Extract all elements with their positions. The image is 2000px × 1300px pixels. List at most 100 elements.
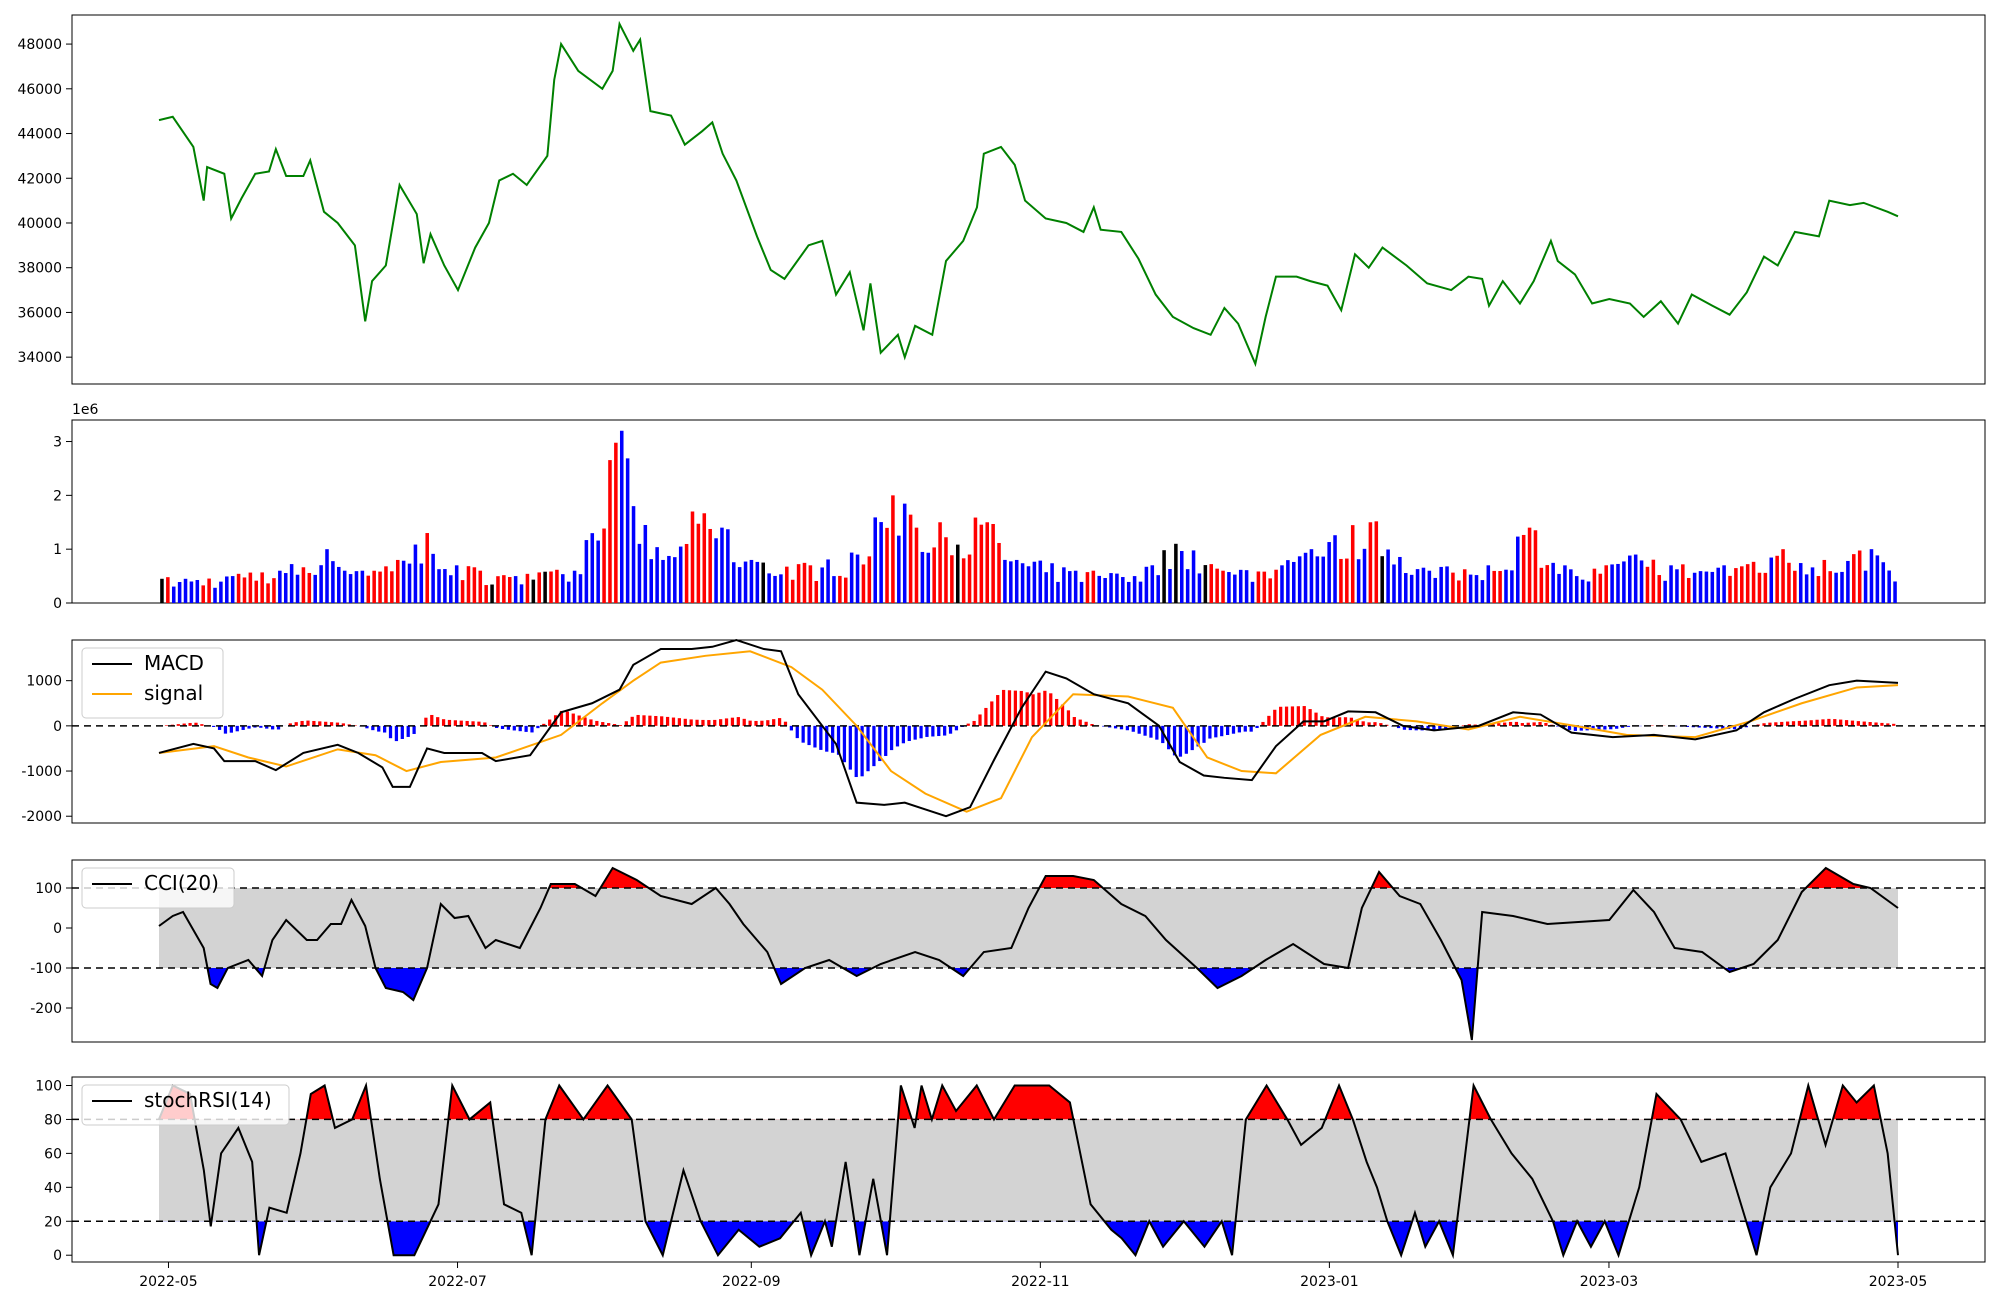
macd-histogram-bar [777, 718, 782, 726]
macd-histogram-bar [677, 718, 681, 726]
volume-bar [1309, 549, 1314, 603]
macd-y-tick-label: -2000 [21, 809, 62, 825]
macd-histogram-bar [1119, 725, 1124, 730]
cci-y-ticks: -200 -100 0 100 [30, 881, 72, 1017]
macd-histogram-bar [742, 718, 746, 726]
volume-bar [1374, 521, 1379, 603]
volume-bar [1781, 549, 1785, 603]
signal-line [158, 650, 1899, 813]
macd-histogram-bar [1284, 706, 1289, 726]
macd-histogram-bar [536, 725, 540, 729]
macd-histogram-bar [1196, 725, 1200, 747]
volume-bar [177, 582, 182, 603]
volume-bar [1622, 561, 1626, 603]
volume-bar [1498, 571, 1502, 603]
macd-histogram-bar [1249, 725, 1253, 732]
volume-bar [1085, 572, 1090, 603]
macd-histogram-bar [1084, 721, 1088, 726]
macd-histogram-bar [1072, 717, 1076, 726]
macd-histogram-bar [524, 725, 528, 732]
volume-bar [926, 552, 931, 603]
macd-histogram-bar [730, 717, 735, 726]
macd-histogram-bar [1402, 725, 1407, 730]
volume-bar [1238, 569, 1243, 603]
stochrsi-overbought-fill [159, 1085, 1898, 1120]
macd-histogram-bar [1326, 717, 1330, 726]
x-tick-label: 2022-07 [428, 1274, 487, 1290]
volume-bar [631, 506, 636, 603]
volume-bar [1179, 551, 1184, 603]
volume-bar [183, 578, 188, 603]
volume-bar [690, 511, 695, 603]
volume-bar [1834, 572, 1838, 603]
volume-bar [513, 576, 518, 603]
volume-bar [413, 544, 418, 603]
macd-histogram-bar [1302, 706, 1306, 726]
volume-bar [549, 571, 553, 603]
volume-bar [242, 577, 247, 603]
macd-histogram-bar [1013, 690, 1018, 726]
volume-bar [1274, 569, 1278, 603]
volume-bar [838, 575, 842, 603]
volume-bar [1126, 581, 1131, 603]
volume-bar [1563, 565, 1567, 603]
volume-bar [655, 547, 659, 603]
volume-bar [307, 572, 312, 603]
legend-box [81, 647, 224, 719]
macd-histogram-bar [1149, 725, 1153, 738]
macd-histogram-bar [1461, 725, 1466, 726]
macd-histogram-bar [1886, 723, 1890, 726]
cci-panel: -200 -100 0 100 CCI(20) [30, 859, 1986, 1043]
macd-histogram-bar [253, 725, 257, 728]
volume-bar [1292, 561, 1296, 603]
volume-bar [301, 567, 306, 603]
macd-histogram-bar [1432, 725, 1436, 731]
volume-bar [1745, 564, 1750, 603]
macd-histogram-bar [754, 720, 758, 726]
macd-histogram-bar [1373, 722, 1377, 726]
volume-bar [1492, 570, 1496, 603]
volume-bar [384, 566, 388, 603]
volume-bar [1003, 559, 1007, 603]
macd-histogram-bar [836, 725, 841, 755]
macd-y-tick-label: 0 [53, 719, 62, 735]
volume-bar [1038, 560, 1043, 603]
macd-histogram-bar [447, 719, 452, 726]
macd-histogram-bar [1573, 725, 1578, 731]
macd-histogram-bar [465, 720, 469, 726]
volume-bar [955, 544, 960, 603]
macd-y-tick-label: 1000 [26, 674, 62, 690]
volume-bar [254, 580, 259, 603]
macd-histogram-bar [1444, 725, 1448, 729]
volume-bar [767, 573, 771, 603]
macd-histogram-bar [341, 723, 345, 726]
cci-y-tick-label: -100 [30, 961, 62, 977]
macd-histogram-bar [182, 723, 186, 726]
legend-label: CCI(20) [144, 871, 219, 895]
volume-bar [944, 537, 948, 603]
macd-histogram-bar [1396, 725, 1401, 729]
macd-histogram-bar [1809, 720, 1813, 726]
macd-histogram-bar [518, 725, 522, 732]
volume-bar [566, 581, 571, 603]
macd-histogram-bar [665, 716, 670, 726]
price-y-tick-label: 36000 [17, 305, 62, 321]
volume-bar [1462, 569, 1467, 603]
volume-bar [1056, 581, 1060, 603]
macd-histogram-bar [1697, 725, 1701, 728]
volume-bar [283, 573, 288, 603]
volume-bar [1103, 577, 1107, 603]
volume-bar [796, 564, 801, 603]
volume-bar [1445, 566, 1449, 603]
volume-bar [354, 571, 359, 603]
volume-bar [1787, 562, 1791, 603]
macd-histogram-bar [1514, 721, 1519, 726]
volume-bar [1793, 570, 1797, 603]
macd-histogram-bar [618, 725, 623, 726]
volume-bar [1321, 556, 1326, 603]
macd-histogram-bar [819, 725, 823, 750]
macd-histogram-bar [1367, 722, 1371, 726]
volume-bar [790, 579, 795, 603]
macd-histogram-bar [1237, 725, 1242, 733]
volume-bar [584, 540, 589, 603]
